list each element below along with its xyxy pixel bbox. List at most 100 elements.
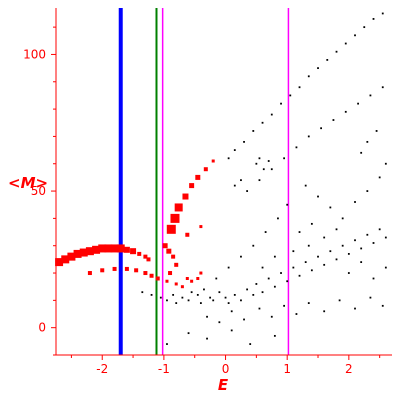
data-point (110, 244, 119, 253)
data-point (270, 113, 273, 116)
data-point (87, 271, 92, 276)
axes: -2 -1 0 1 2 0 50 100 (23, 8, 392, 376)
data-point (150, 293, 153, 296)
data-point (332, 119, 335, 121)
data-point (100, 268, 105, 273)
data-point (174, 203, 183, 212)
data-point (246, 288, 249, 291)
data-point (378, 228, 381, 231)
data-point (307, 244, 310, 247)
y-tick-label: 100 (23, 47, 46, 61)
data-point (295, 146, 298, 149)
data-point (286, 280, 289, 283)
data-point (317, 67, 319, 70)
data-point (381, 12, 384, 15)
data-point (137, 251, 142, 256)
data-point (218, 291, 221, 294)
data-point (307, 302, 310, 304)
data-point (329, 206, 332, 209)
data-point (258, 157, 261, 160)
data-point (85, 247, 94, 256)
data-point (320, 127, 323, 130)
data-point (323, 263, 326, 266)
x-tick-label: -1 (158, 362, 170, 376)
data-point (203, 167, 208, 172)
data-point (252, 244, 255, 247)
data-point (335, 50, 338, 53)
data-point (270, 168, 273, 171)
data-point (304, 261, 307, 264)
data-point (174, 262, 179, 267)
data-point (134, 268, 139, 273)
data-point (326, 59, 329, 61)
data-point (233, 293, 236, 296)
data-point (124, 266, 129, 271)
data-point (366, 233, 369, 236)
y-tick-label: 50 (31, 184, 46, 198)
data-point (255, 162, 258, 165)
data-point (375, 130, 378, 132)
data-point (323, 236, 326, 239)
data-point (211, 159, 215, 163)
data-point (307, 135, 310, 138)
data-point (363, 26, 366, 29)
data-point (267, 160, 270, 162)
data-point (98, 244, 107, 253)
data-point (307, 75, 310, 78)
data-point (317, 195, 319, 198)
data-point (292, 250, 295, 253)
data-point (381, 86, 384, 89)
data-point (168, 271, 173, 276)
data-point (243, 140, 245, 143)
data-point (165, 279, 169, 283)
data-point (262, 168, 265, 171)
data-point (298, 231, 301, 233)
data-point (273, 285, 276, 288)
data-point (196, 276, 200, 280)
data-point (273, 255, 276, 258)
data-point (190, 279, 194, 283)
data-point (149, 273, 154, 278)
data-point (292, 266, 295, 269)
data-point (227, 157, 230, 160)
data-point (196, 293, 199, 296)
data-point (360, 247, 363, 250)
data-point (354, 307, 356, 310)
data-point (166, 248, 172, 254)
data-point (240, 255, 242, 258)
data-point (298, 86, 301, 89)
data-point (187, 299, 190, 302)
series-0 (141, 12, 387, 345)
data-point (354, 201, 356, 203)
data-point (341, 244, 344, 247)
data-point (175, 302, 178, 304)
data-point (203, 288, 205, 291)
data-point (240, 299, 242, 302)
data-point (141, 291, 144, 294)
data-point (182, 193, 189, 200)
data-point (372, 242, 375, 244)
data-point (143, 254, 148, 259)
data-point (206, 337, 208, 340)
data-point (360, 151, 363, 154)
data-point (187, 332, 190, 335)
data-point (335, 258, 338, 261)
data-point (280, 272, 282, 274)
data-point (354, 34, 356, 37)
x-tick-label: 2 (345, 362, 353, 376)
data-point (180, 285, 184, 289)
data-point (240, 179, 242, 182)
data-point (67, 252, 76, 261)
data-point (283, 157, 286, 160)
y-tick-label: 0 (38, 321, 46, 335)
data-point (159, 296, 162, 299)
series-1 (55, 244, 194, 289)
data-point (252, 130, 255, 132)
data-point (249, 343, 252, 345)
data-point (92, 245, 101, 254)
data-point (258, 179, 261, 182)
data-point (338, 299, 341, 302)
data-point (273, 334, 276, 337)
data-point (286, 203, 289, 206)
data-point (270, 315, 273, 318)
